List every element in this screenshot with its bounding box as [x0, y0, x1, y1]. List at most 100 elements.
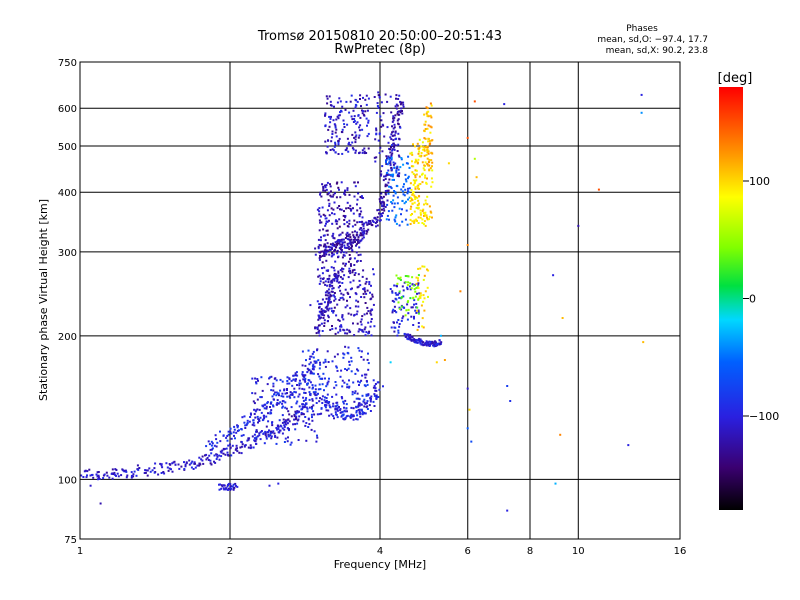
data-point: [368, 330, 371, 333]
data-point: [311, 384, 314, 387]
data-point: [314, 327, 317, 330]
data-point: [379, 219, 381, 222]
data-point: [229, 483, 232, 486]
data-point: [421, 222, 424, 224]
data-point: [294, 379, 297, 382]
colorbar-gradient: [719, 87, 743, 510]
data-point: [374, 160, 377, 163]
data-point: [396, 112, 399, 115]
data-point: [361, 112, 364, 115]
data-point: [344, 368, 347, 370]
data-point: [344, 410, 347, 413]
data-point: [369, 399, 372, 401]
data-point: [295, 412, 298, 415]
data-point: [397, 132, 400, 135]
data-point: [305, 359, 307, 362]
data-point: [369, 312, 372, 315]
data-point: [372, 386, 375, 389]
data-point: [367, 368, 370, 371]
data-point: [359, 124, 362, 127]
data-point: [397, 173, 400, 176]
data-point: [350, 356, 353, 359]
data-point: [400, 158, 403, 161]
data-point: [383, 135, 386, 138]
data-point: [318, 213, 321, 216]
data-point: [335, 274, 338, 277]
data-point: [363, 398, 366, 401]
y-tick-label: 500: [58, 142, 77, 153]
data-point: [390, 173, 393, 176]
data-point: [410, 338, 413, 341]
data-point: [346, 299, 348, 302]
data-point: [243, 421, 246, 424]
data-point: [331, 287, 334, 290]
data-point: [102, 477, 105, 480]
data-point: [333, 213, 336, 216]
data-point: [258, 408, 261, 411]
data-point: [330, 280, 333, 283]
data-point: [311, 419, 314, 422]
data-point: [398, 323, 401, 325]
data-point: [303, 391, 306, 394]
grid: [80, 62, 680, 539]
data-point: [397, 277, 400, 280]
data-point: [337, 186, 340, 189]
data-point: [363, 288, 366, 291]
data-point: [381, 208, 383, 211]
data-point: [403, 194, 406, 197]
data-point: [259, 416, 262, 419]
data-point: [322, 245, 325, 248]
data-point: [377, 94, 380, 97]
data-point: [236, 429, 239, 432]
data-point: [352, 418, 355, 421]
data-point: [353, 313, 356, 316]
data-point: [262, 414, 265, 417]
data-point: [344, 345, 347, 348]
data-point: [423, 129, 426, 132]
data-point: [359, 196, 362, 198]
data-point: [352, 207, 354, 210]
data-point: [236, 426, 239, 429]
data-point: [402, 289, 405, 292]
data-point: [359, 284, 362, 287]
data-point: [319, 277, 322, 280]
data-point: [332, 311, 335, 314]
data-point: [420, 304, 423, 307]
data-point: [343, 123, 346, 126]
data-point: [367, 362, 370, 365]
data-point: [350, 243, 353, 246]
data-point: [232, 488, 235, 491]
data-point: [367, 332, 370, 335]
data-point: [318, 244, 321, 246]
data-point: [397, 154, 400, 157]
data-point: [344, 216, 347, 219]
data-point: [397, 143, 400, 146]
data-point: [413, 315, 415, 318]
data-point: [410, 205, 413, 208]
data-point: [337, 143, 340, 146]
data-point: [346, 242, 349, 245]
data-point: [383, 175, 386, 178]
data-point: [324, 358, 327, 361]
data-point: [321, 383, 324, 386]
data-point: [391, 299, 394, 302]
data-point: [290, 415, 293, 418]
data-point: [324, 377, 326, 380]
data-point: [430, 177, 433, 180]
data-point: [358, 404, 361, 407]
data-point: [347, 293, 350, 295]
data-point: [358, 349, 361, 352]
data-point: [355, 233, 358, 236]
data-point: [340, 325, 343, 328]
data-point: [387, 192, 390, 195]
data-point: [355, 397, 358, 400]
data-point: [281, 421, 284, 424]
data-point: [401, 190, 404, 193]
data-point: [394, 162, 397, 165]
data-point: [386, 163, 389, 166]
data-point: [170, 468, 172, 471]
data-point: [345, 147, 348, 150]
data-point: [332, 253, 335, 256]
data-point: [373, 96, 376, 98]
data-point: [330, 140, 333, 143]
